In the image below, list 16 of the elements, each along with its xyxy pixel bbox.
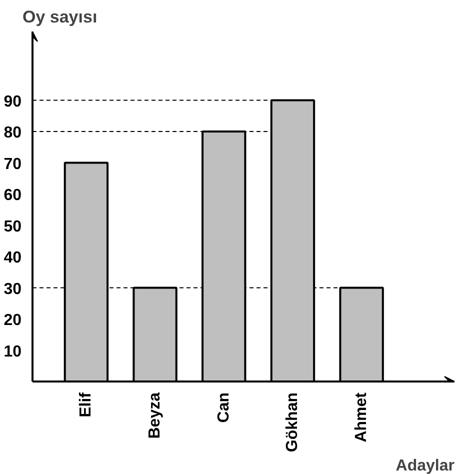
x-tick-label: Can [215,392,232,423]
x-axis-title: Adaylar [396,458,455,474]
y-tick-label: 20 [4,312,22,329]
y-tick-label: 80 [4,124,22,142]
y-tick-label: 60 [4,187,22,204]
y-axis-title: Oy sayısı [22,8,98,26]
y-tick-label: 10 [4,343,22,360]
y-tick-label: 30 [4,280,22,298]
y-tick-label: 50 [4,218,22,236]
x-tick-label: Elif [78,392,95,418]
x-tick-label: Gökhan [284,392,302,452]
y-tick-label: 70 [4,156,22,173]
x-tick-label: Ahmet [353,392,370,442]
x-tick-label: Beyza [146,392,164,439]
y-tick-label: 40 [4,250,22,266]
y-tick-label: 90 [4,93,22,110]
